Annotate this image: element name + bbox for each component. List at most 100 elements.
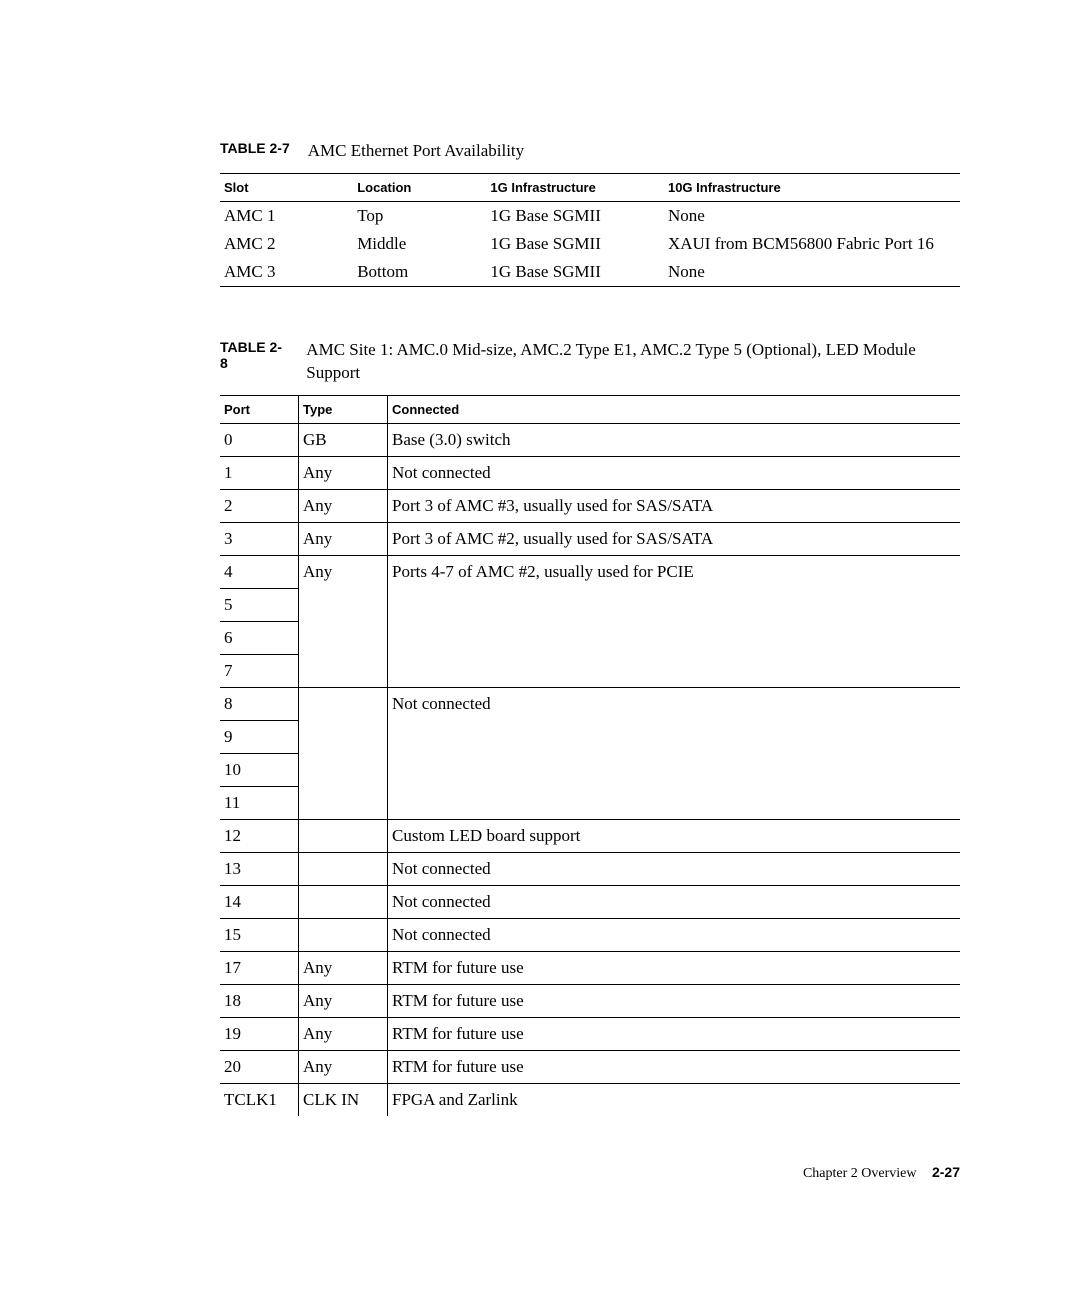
table-cell-connected: Not connected xyxy=(388,852,961,885)
table2-caption: AMC Site 1: AMC.0 Mid-size, AMC.2 Type E… xyxy=(306,339,960,385)
table-cell-connected: Custom LED board support xyxy=(388,819,961,852)
table-row: TCLK1CLK INFPGA and Zarlink xyxy=(220,1083,960,1116)
table1-caption: AMC Ethernet Port Availability xyxy=(308,140,524,163)
table-cell-connected: Base (3.0) switch xyxy=(388,423,961,456)
table-row: AMC 3Bottom1G Base SGMIINone xyxy=(220,258,960,287)
table-cell-port: 3 xyxy=(220,522,299,555)
table-cell-type: Any xyxy=(299,984,388,1017)
table-row: 19AnyRTM for future use xyxy=(220,1017,960,1050)
table-row: 17AnyRTM for future use xyxy=(220,951,960,984)
table-row: 14 Not connected xyxy=(220,885,960,918)
table-cell: None xyxy=(664,258,960,287)
table-cell-type: CLK IN xyxy=(299,1083,388,1116)
table2-h0: Port xyxy=(220,395,299,423)
table-cell-connected: RTM for future use xyxy=(388,1017,961,1050)
table-cell-port: 6 xyxy=(220,621,299,654)
table1-h0: Slot xyxy=(220,173,353,201)
table-row: AMC 2Middle1G Base SGMIIXAUI from BCM568… xyxy=(220,230,960,258)
table-cell: 1G Base SGMII xyxy=(486,230,664,258)
table-row: 12 Custom LED board support xyxy=(220,819,960,852)
table-cell: AMC 1 xyxy=(220,201,353,230)
table-cell-type xyxy=(299,687,388,819)
table-row: 2AnyPort 3 of AMC #3, usually used for S… xyxy=(220,489,960,522)
table-cell-port: TCLK1 xyxy=(220,1083,299,1116)
table-cell-connected: Not connected xyxy=(388,456,961,489)
table-cell-connected: Port 3 of AMC #2, usually used for SAS/S… xyxy=(388,522,961,555)
table-cell: None xyxy=(664,201,960,230)
page-footer: Chapter 2 Overview 2-27 xyxy=(220,1164,960,1182)
table-row: 1AnyNot connected xyxy=(220,456,960,489)
table-row: 20AnyRTM for future use xyxy=(220,1050,960,1083)
table-cell-connected: Not connected xyxy=(388,918,961,951)
table-row: 3AnyPort 3 of AMC #2, usually used for S… xyxy=(220,522,960,555)
table2-header-row: Port Type Connected xyxy=(220,395,960,423)
table2-caption-wrap: TABLE 2-8 AMC Site 1: AMC.0 Mid-size, AM… xyxy=(220,339,960,385)
table-cell-connected: RTM for future use xyxy=(388,1050,961,1083)
table-cell-port: 2 xyxy=(220,489,299,522)
table-cell-port: 15 xyxy=(220,918,299,951)
table-cell-port: 10 xyxy=(220,753,299,786)
table-cell-port: 18 xyxy=(220,984,299,1017)
table-row: 15 Not connected xyxy=(220,918,960,951)
table-cell-connected: Port 3 of AMC #3, usually used for SAS/S… xyxy=(388,489,961,522)
table-cell-connected: Ports 4-7 of AMC #2, usually used for PC… xyxy=(388,555,961,687)
table-cell: XAUI from BCM56800 Fabric Port 16 xyxy=(664,230,960,258)
gap xyxy=(220,287,960,339)
table-amc-site1: Port Type Connected 0GBBase (3.0) switch… xyxy=(220,395,960,1116)
table-row: 0GBBase (3.0) switch xyxy=(220,423,960,456)
table1-caption-wrap: TABLE 2-7 AMC Ethernet Port Availability xyxy=(220,140,960,163)
table-cell: 1G Base SGMII xyxy=(486,201,664,230)
table-row: AMC 1Top1G Base SGMIINone xyxy=(220,201,960,230)
table-cell-type xyxy=(299,885,388,918)
footer-chapter: Chapter 2 Overview xyxy=(803,1166,917,1181)
table-cell-type: Any xyxy=(299,522,388,555)
table-row: 4AnyPorts 4-7 of AMC #2, usually used fo… xyxy=(220,555,960,588)
table-cell-connected: Not connected xyxy=(388,885,961,918)
table-cell-port: 19 xyxy=(220,1017,299,1050)
table-cell-type: Any xyxy=(299,489,388,522)
table-cell-port: 14 xyxy=(220,885,299,918)
table-row: 8Not connected xyxy=(220,687,960,720)
table-cell-connected: Not connected xyxy=(388,687,961,819)
table-row: 18AnyRTM for future use xyxy=(220,984,960,1017)
table-row: 13 Not connected xyxy=(220,852,960,885)
page: TABLE 2-7 AMC Ethernet Port Availability… xyxy=(0,0,1080,1242)
table-cell: Top xyxy=(353,201,486,230)
table1-h3: 10G Infrastructure xyxy=(664,173,960,201)
footer-page: 2-27 xyxy=(932,1164,960,1180)
table-cell-port: 17 xyxy=(220,951,299,984)
table2-h2: Connected xyxy=(388,395,961,423)
table1-header-row: Slot Location 1G Infrastructure 10G Infr… xyxy=(220,173,960,201)
table-cell-port: 7 xyxy=(220,654,299,687)
table2-label: TABLE 2-8 xyxy=(220,339,288,371)
table-cell-port: 13 xyxy=(220,852,299,885)
table-cell-connected: FPGA and Zarlink xyxy=(388,1083,961,1116)
table-cell-connected: RTM for future use xyxy=(388,951,961,984)
table-cell-port: 0 xyxy=(220,423,299,456)
table-cell: 1G Base SGMII xyxy=(486,258,664,287)
table-cell-type: Any xyxy=(299,951,388,984)
table-cell: AMC 2 xyxy=(220,230,353,258)
table-cell-port: 1 xyxy=(220,456,299,489)
table-cell-type: Any xyxy=(299,555,388,687)
table-amc-ethernet: Slot Location 1G Infrastructure 10G Infr… xyxy=(220,173,960,287)
table-cell-port: 5 xyxy=(220,588,299,621)
table-cell-connected: RTM for future use xyxy=(388,984,961,1017)
table-cell-port: 20 xyxy=(220,1050,299,1083)
table-cell-type xyxy=(299,819,388,852)
table-cell-port: 12 xyxy=(220,819,299,852)
table1-h1: Location xyxy=(353,173,486,201)
table2-h1: Type xyxy=(299,395,388,423)
table-cell-type xyxy=(299,852,388,885)
table-cell: AMC 3 xyxy=(220,258,353,287)
table1-label: TABLE 2-7 xyxy=(220,140,290,156)
table-cell-port: 11 xyxy=(220,786,299,819)
table-cell-type: Any xyxy=(299,456,388,489)
table-cell-type: Any xyxy=(299,1017,388,1050)
table-cell: Bottom xyxy=(353,258,486,287)
table-cell-port: 9 xyxy=(220,720,299,753)
table-cell-port: 4 xyxy=(220,555,299,588)
table-cell: Middle xyxy=(353,230,486,258)
table-cell-type: GB xyxy=(299,423,388,456)
table-cell-port: 8 xyxy=(220,687,299,720)
